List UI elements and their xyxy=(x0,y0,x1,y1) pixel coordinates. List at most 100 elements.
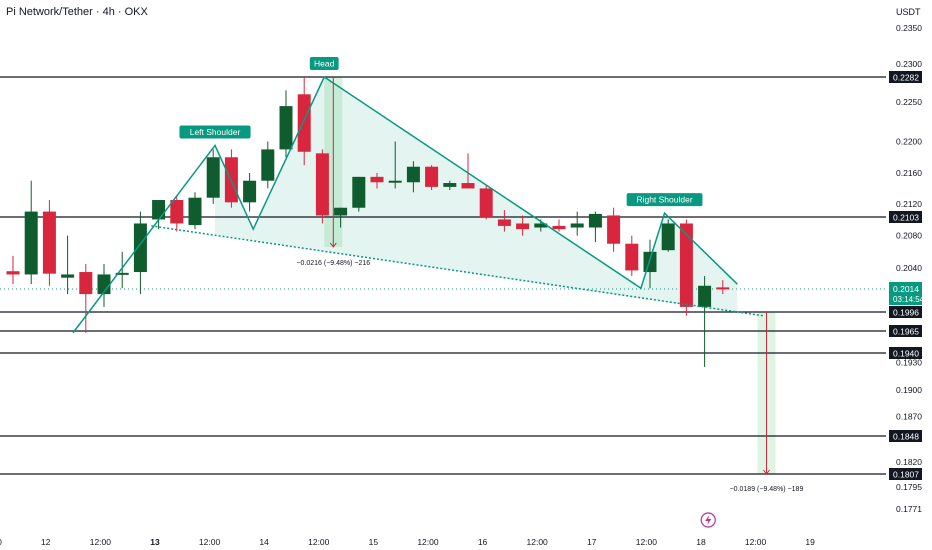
level-price-label: 0.1996 xyxy=(893,308,919,318)
y-tick-label: 0.2250 xyxy=(896,97,922,107)
y-tick-label: 0.2200 xyxy=(896,137,922,147)
level-price-tag xyxy=(889,430,922,442)
candle-body[interactable] xyxy=(370,176,384,183)
x-tick-label: 15 xyxy=(369,537,379,547)
y-tick-label: 0.2040 xyxy=(896,263,922,273)
y-tick-label: 0.1870 xyxy=(896,412,922,422)
candle-body[interactable] xyxy=(188,197,202,226)
candle-body[interactable] xyxy=(461,183,475,189)
pattern-line[interactable] xyxy=(72,75,738,334)
x-tick-label: 17 xyxy=(587,537,597,547)
candle-body[interactable] xyxy=(24,211,38,275)
level-price-tag xyxy=(889,468,922,480)
x-tick-label: 13 xyxy=(150,537,160,547)
x-tick-label: 12:00 xyxy=(745,537,767,547)
level-price-tag xyxy=(889,347,922,359)
neckline[interactable] xyxy=(151,225,763,317)
x-tick-label: 12:00 xyxy=(90,537,112,547)
currency-label: USDT xyxy=(896,7,921,17)
y-tick-label: 0.1900 xyxy=(896,385,922,395)
x-tick-label: 12:00 xyxy=(636,537,658,547)
y-tick-label: 0.1820 xyxy=(896,457,922,467)
candle-body[interactable] xyxy=(388,180,402,183)
y-tick-label: 0.2160 xyxy=(896,168,922,178)
x-tick-label: 12:00 xyxy=(527,537,549,547)
candle-body[interactable] xyxy=(552,225,566,230)
candle-body[interactable] xyxy=(679,223,693,307)
annotation-badge[interactable] xyxy=(626,193,703,207)
candle-body[interactable] xyxy=(297,94,311,152)
target-measure-label: −0.0189 (−9.48%) −189 xyxy=(730,486,804,493)
candle-body[interactable] xyxy=(279,106,293,150)
countdown-label: 03:14:54 xyxy=(893,295,925,304)
candle-body[interactable] xyxy=(6,271,20,275)
annotation-badge[interactable] xyxy=(309,57,339,70)
candle-body[interactable] xyxy=(661,223,675,251)
y-tick-label: 0.2300 xyxy=(896,59,922,69)
level-price-label: 0.2103 xyxy=(893,213,919,223)
candle-body[interactable] xyxy=(315,153,329,216)
head-measure-arrowhead xyxy=(329,242,337,248)
level-price-label: 0.1965 xyxy=(893,327,919,337)
candle-body[interactable] xyxy=(625,243,639,271)
level-price-tag xyxy=(889,211,922,223)
candle-body[interactable] xyxy=(261,149,275,181)
level-price-label: 0.1940 xyxy=(893,349,919,359)
candle-body[interactable] xyxy=(643,251,657,273)
candle-body[interactable] xyxy=(570,223,584,228)
lightning-glyph xyxy=(705,515,712,525)
candle-body[interactable] xyxy=(479,188,493,218)
candle-body[interactable] xyxy=(534,223,548,228)
candle-body[interactable] xyxy=(607,215,621,244)
candle-body[interactable] xyxy=(716,287,730,290)
x-tick-label: 12:00 xyxy=(417,537,439,547)
y-tick-label: 0.2080 xyxy=(896,231,922,241)
level-price-tag xyxy=(889,325,922,337)
candle-body[interactable] xyxy=(61,274,75,278)
candle-body[interactable] xyxy=(352,176,366,208)
candle-body[interactable] xyxy=(425,166,439,187)
level-price-tag xyxy=(889,306,922,318)
candle-body[interactable] xyxy=(406,166,420,183)
candle-body[interactable] xyxy=(206,157,220,198)
annotation-badge[interactable] xyxy=(179,125,251,139)
candle-body[interactable] xyxy=(79,272,93,295)
chart-title: Pi Network/Tether · 4h · OKX xyxy=(6,6,148,18)
x-tick-label: 19 xyxy=(805,537,815,547)
candle-body[interactable] xyxy=(443,183,457,187)
level-price-label: 0.2282 xyxy=(893,73,919,83)
y-tick-label: 0.2350 xyxy=(896,23,922,33)
annotation-label: Right Shoulder xyxy=(636,195,692,205)
level-price-tag xyxy=(889,71,922,83)
annotation-label: Left Shoulder xyxy=(190,127,241,137)
x-tick-label: 12 xyxy=(41,537,51,547)
current-price-label: 0.2014 xyxy=(893,284,919,294)
current-price-tag xyxy=(889,282,922,305)
candle-body[interactable] xyxy=(698,285,712,307)
x-tick-label: 12:00 xyxy=(308,537,330,547)
candle-body[interactable] xyxy=(152,200,166,220)
x-tick-label: 18 xyxy=(696,537,706,547)
candle-body[interactable] xyxy=(334,207,348,216)
target-measure-arrowhead xyxy=(763,469,770,475)
candle-body[interactable] xyxy=(133,223,147,273)
candle-body[interactable] xyxy=(97,274,111,295)
level-price-label: 0.1807 xyxy=(893,470,919,480)
candle-body[interactable] xyxy=(42,211,56,274)
candle-body[interactable] xyxy=(516,223,530,230)
candle-body[interactable] xyxy=(115,272,129,275)
y-tick-label: 0.2120 xyxy=(896,199,922,209)
y-tick-label: 0.1930 xyxy=(896,357,922,367)
candle-body[interactable] xyxy=(588,213,602,228)
annotation-label: Head xyxy=(314,59,335,69)
level-price-label: 0.1848 xyxy=(893,432,919,442)
candle-body[interactable] xyxy=(497,219,511,226)
candle-body[interactable] xyxy=(243,180,257,203)
y-tick-label: 0.1771 xyxy=(896,504,922,514)
x-tick-label: 12:00 xyxy=(0,537,2,547)
x-tick-label: 14 xyxy=(259,537,269,547)
x-tick-label: 16 xyxy=(478,537,488,547)
candle-body[interactable] xyxy=(170,200,184,224)
head-measure-label: −0.0216 (−9.48%) −216 xyxy=(296,260,370,267)
